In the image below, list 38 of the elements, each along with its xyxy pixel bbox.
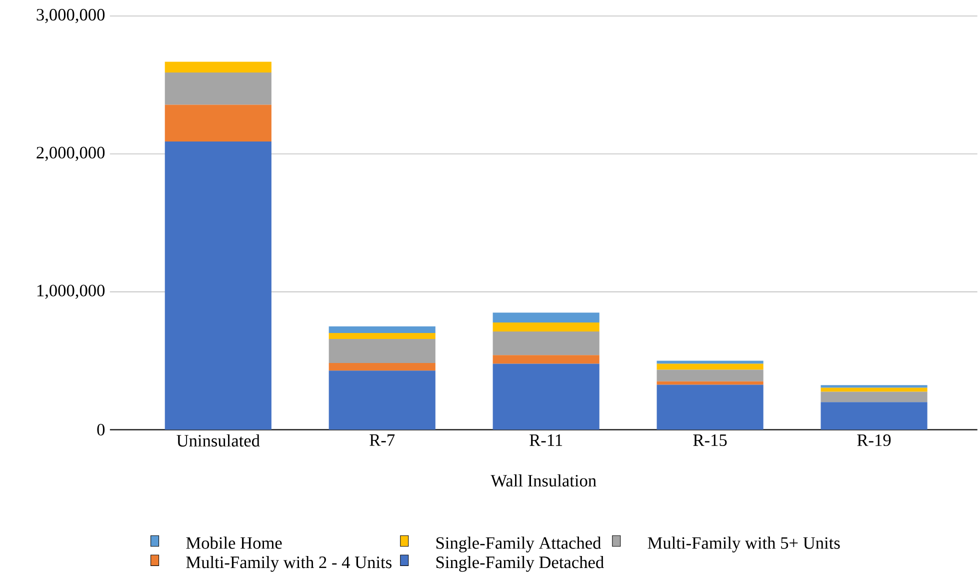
- x-axis-title: Wall Insulation: [490, 474, 596, 487]
- bar: [328, 363, 436, 371]
- x-tick-label: Uninsulated: [176, 434, 260, 447]
- bar: [820, 392, 928, 402]
- bar: [820, 385, 928, 388]
- y-tick-label: 3,000,000: [36, 9, 105, 24]
- bar: [492, 312, 600, 323]
- legend-label: Single-Family Detached: [436, 556, 604, 572]
- bar: [820, 402, 928, 430]
- bar: [328, 326, 436, 334]
- bar: [656, 364, 764, 370]
- legend-label: Mobile Home: [186, 536, 282, 550]
- bar: [656, 370, 764, 382]
- bar: [328, 333, 436, 340]
- y-tick-label: 2,000,000: [36, 147, 105, 162]
- bar: [328, 370, 436, 430]
- legend-label: Single-Family Attached: [436, 536, 602, 553]
- x-tick-label: R-7: [370, 434, 395, 446]
- bar: [492, 332, 600, 356]
- y-tick-label: 0: [97, 424, 105, 436]
- bar: [164, 105, 272, 142]
- legend-label: Multi-Family with 2 - 4 Units: [186, 556, 392, 572]
- bar: [328, 339, 436, 364]
- y-tick-label: 1,000,000: [37, 284, 105, 300]
- legend-label: Multi-Family with 5+ Units: [648, 536, 840, 553]
- x-tick-label: R-19: [857, 434, 891, 446]
- x-tick-label: R-11: [530, 434, 562, 446]
- bar: [656, 360, 764, 364]
- bar: [820, 388, 928, 392]
- bar: [656, 382, 764, 385]
- x-tick-label: R-15: [693, 434, 727, 446]
- bar: [164, 142, 272, 430]
- bar: [164, 62, 272, 73]
- bar: [656, 384, 764, 430]
- bar: [492, 322, 600, 332]
- bar: [492, 355, 600, 364]
- bar: [164, 72, 272, 105]
- bar: [492, 364, 600, 430]
